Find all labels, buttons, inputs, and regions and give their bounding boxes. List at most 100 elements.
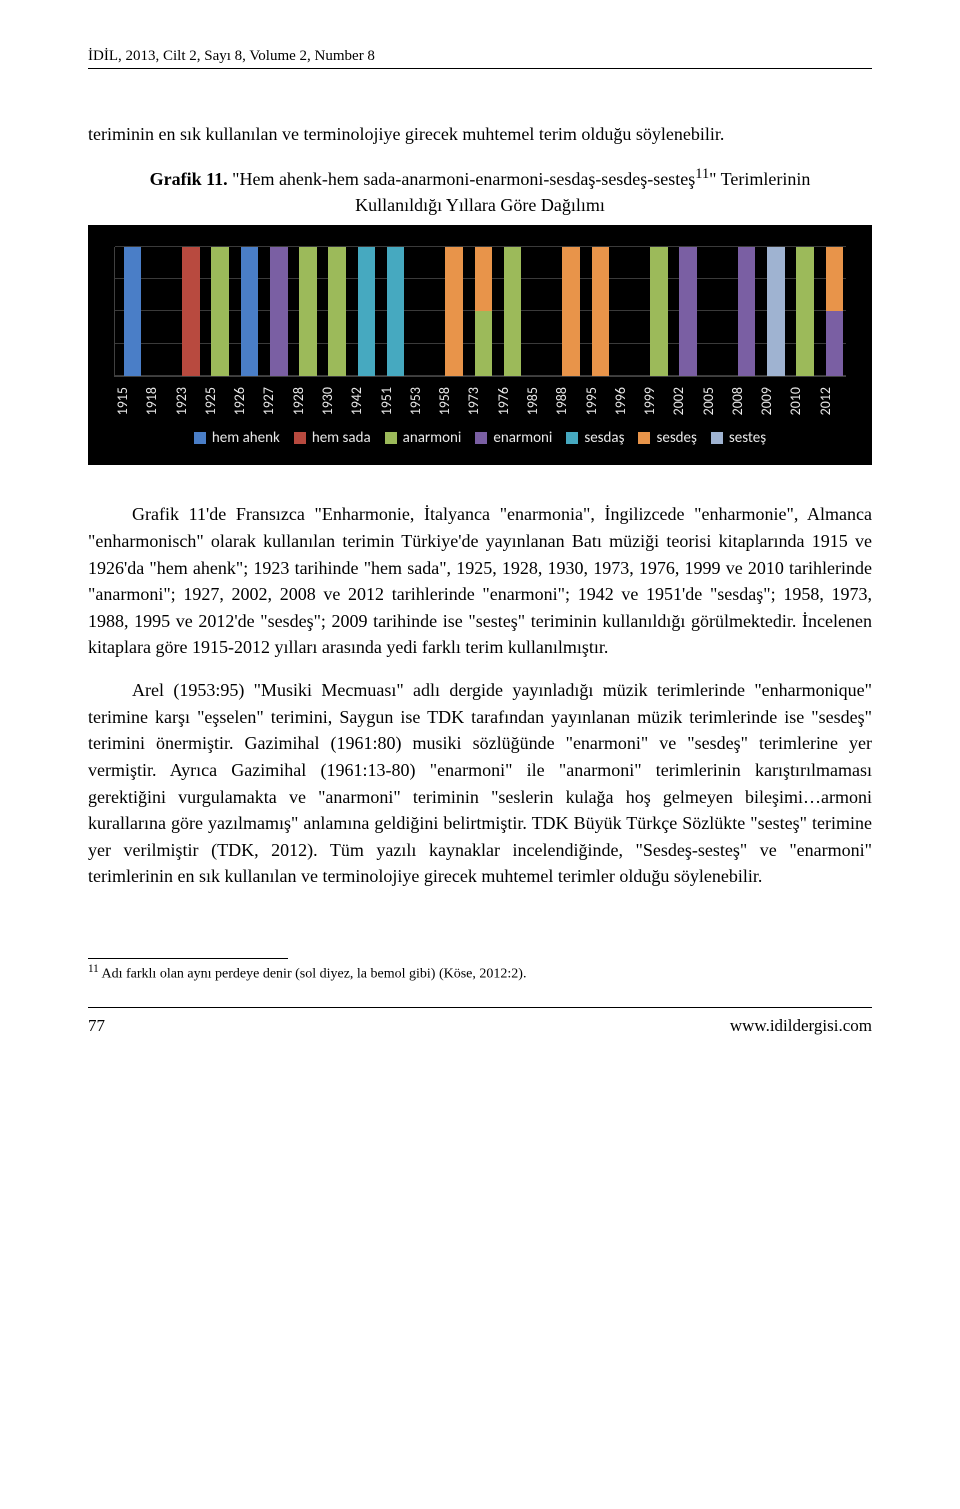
- legend-label: hem sada: [312, 429, 371, 447]
- chart-x-label: 1999: [641, 387, 670, 415]
- chart-bar: [387, 247, 405, 376]
- paragraph-2: Grafik 11'de Fransızca "Enharmonie, İtal…: [88, 501, 872, 661]
- legend-swatch: [711, 432, 723, 444]
- legend-label: enarmoni: [493, 429, 552, 447]
- chart-x-label: 2009: [758, 387, 787, 415]
- chart-bar-segment: [241, 247, 259, 376]
- chart-bar: [270, 247, 288, 376]
- chart-bar-segment: [124, 247, 142, 376]
- chart-bar: [562, 247, 580, 376]
- chart-bar: [299, 247, 317, 376]
- chart-bar-segment: [826, 311, 844, 376]
- chart-bar: [416, 247, 434, 376]
- legend-swatch: [566, 432, 578, 444]
- chart-bar: [124, 247, 142, 376]
- chart-x-label: 1973: [465, 387, 494, 415]
- chart-bar-segment: [358, 247, 376, 376]
- chart-x-label: 1996: [612, 387, 641, 415]
- chart-x-label: 1923: [173, 387, 202, 415]
- chart-bar: [475, 247, 493, 376]
- footnote-text: Adı farklı olan aynı perdeye denir (sol …: [99, 967, 527, 982]
- legend-swatch: [294, 432, 306, 444]
- chart-legend: hem ahenk hem sada anarmoni enarmoni sesdaş s…: [114, 429, 846, 447]
- chart-x-label: 1988: [553, 387, 582, 415]
- chart-bar: [328, 247, 346, 376]
- chart-bar: [153, 247, 171, 376]
- legend-swatch: [385, 432, 397, 444]
- chart-x-label: 1942: [348, 387, 377, 415]
- legend-label: sesteş: [729, 429, 766, 447]
- chart-bar: [182, 247, 200, 376]
- chart-bar: [621, 247, 639, 376]
- chart-bar: [592, 247, 610, 376]
- chart-x-label: 2002: [670, 387, 699, 415]
- chart-bar-segment: [562, 247, 580, 376]
- footnote-rule: [88, 958, 288, 959]
- caption-text-a: "Hem ahenk-hem sada-anarmoni-enarmoni-se…: [228, 169, 696, 189]
- chart-bar-segment: [592, 247, 610, 376]
- chart-bar-segment: [475, 247, 493, 312]
- chart-bar-segment: [445, 247, 463, 376]
- chart-bar-segment: [270, 247, 288, 376]
- legend-item: sesteş: [711, 429, 766, 447]
- chart-bar-segment: [738, 247, 756, 376]
- chart-plot-area: [114, 247, 846, 377]
- chart-bar-segment: [504, 247, 522, 376]
- chart-bar-segment: [182, 247, 200, 376]
- chart-caption: Grafik 11. "Hem ahenk-hem sada-anarmoni-…: [88, 164, 872, 219]
- legend-label: sesdeş: [656, 429, 696, 447]
- distribution-chart: 1915191819231925192619271928193019421951…: [88, 225, 872, 465]
- page-number: 77: [88, 1016, 105, 1036]
- chart-bar: [650, 247, 668, 376]
- chart-bar: [533, 247, 551, 376]
- intro-paragraph: teriminin en sık kullanılan ve terminolo…: [88, 121, 872, 148]
- chart-bar-segment: [387, 247, 405, 376]
- legend-item: enarmoni: [475, 429, 552, 447]
- chart-bar-segment: [475, 311, 493, 376]
- chart-x-label: 1985: [524, 387, 553, 415]
- chart-bar: [358, 247, 376, 376]
- paragraph-3: Arel (1953:95) "Musiki Mecmuası" adlı de…: [88, 677, 872, 890]
- chart-x-label: 1930: [319, 387, 348, 415]
- legend-label: sesdaş: [584, 429, 624, 447]
- chart-x-label: 1925: [202, 387, 231, 415]
- chart-x-label: 1958: [436, 387, 465, 415]
- legend-label: anarmoni: [403, 429, 462, 447]
- chart-x-label: 1918: [143, 387, 172, 415]
- chart-x-label: 1915: [114, 387, 143, 415]
- chart-bar-segment: [650, 247, 668, 376]
- chart-x-label: 2005: [700, 387, 729, 415]
- chart-x-label: 1951: [378, 387, 407, 415]
- caption-sup: 11: [695, 166, 709, 182]
- chart-x-label: 2008: [729, 387, 758, 415]
- chart-x-axis: 1915191819231925192619271928193019421951…: [114, 383, 846, 415]
- caption-title: Grafik 11.: [150, 169, 228, 189]
- legend-item: anarmoni: [385, 429, 462, 447]
- chart-x-label: 2012: [817, 387, 846, 415]
- chart-bar: [211, 247, 229, 376]
- legend-item: hem ahenk: [194, 429, 280, 447]
- chart-x-label: 1928: [290, 387, 319, 415]
- chart-bar: [241, 247, 259, 376]
- chart-x-label: 1976: [495, 387, 524, 415]
- chart-bar-segment: [299, 247, 317, 376]
- chart-x-label: 1927: [260, 387, 289, 415]
- chart-bar-segment: [328, 247, 346, 376]
- chart-bar: [504, 247, 522, 376]
- legend-item: sesdaş: [566, 429, 624, 447]
- journal-header: İDİL, 2013, Cilt 2, Sayı 8, Volume 2, Nu…: [88, 48, 872, 69]
- chart-bar: [738, 247, 756, 376]
- chart-bar: [709, 247, 727, 376]
- legend-swatch: [638, 432, 650, 444]
- footnote-sup: 11: [88, 963, 99, 975]
- chart-x-label: 1926: [231, 387, 260, 415]
- chart-bar: [767, 247, 785, 376]
- chart-bar-segment: [796, 247, 814, 376]
- chart-bar-segment: [679, 247, 697, 376]
- footnote: 11 Adı farklı olan aynı perdeye denir (s…: [88, 963, 872, 983]
- legend-item: hem sada: [294, 429, 371, 447]
- legend-item: sesdeş: [638, 429, 696, 447]
- legend-label: hem ahenk: [212, 429, 280, 447]
- chart-bar: [679, 247, 697, 376]
- chart-bar: [796, 247, 814, 376]
